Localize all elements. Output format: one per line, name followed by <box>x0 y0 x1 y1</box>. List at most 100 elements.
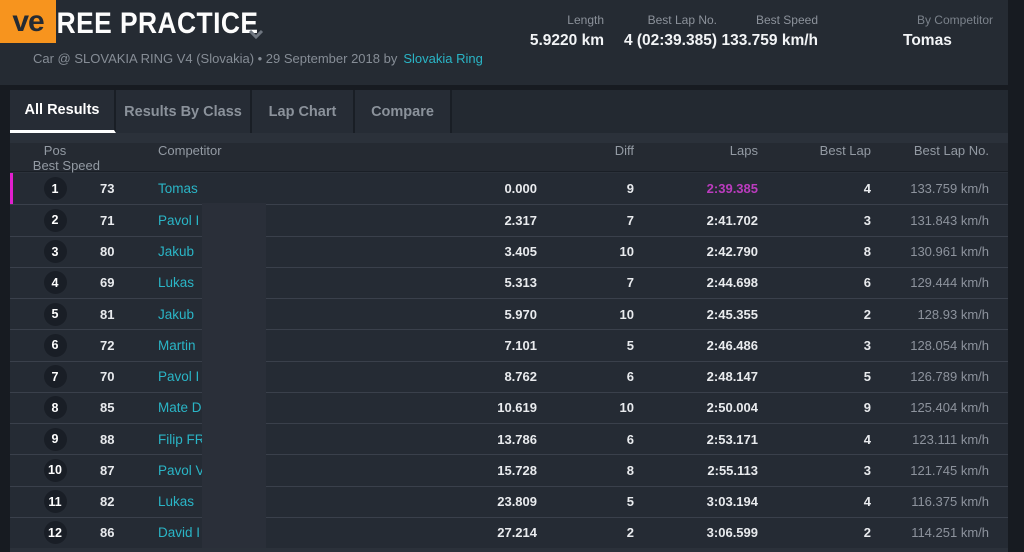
results-tab-bar: All Results Results By Class Lap Chart C… <box>10 90 1008 133</box>
stat-value: Tomas <box>903 32 952 49</box>
position-badge: 5 <box>43 302 67 326</box>
table-row[interactable]: 9 88 Filip FR 13.786 6 2:53.171 4 123.11… <box>10 423 1008 455</box>
event-header: ve FREE PRACTICE Car @ SLOVAKIA RING V4 … <box>0 0 1008 85</box>
car-number-cell: 73 <box>100 181 115 197</box>
best-lap-cell: 2:42.790 <box>706 244 758 260</box>
car-number-cell: 85 <box>100 400 115 416</box>
stat-best-speed: Best Speed 133.759 km/h <box>721 13 818 50</box>
position-badge: 7 <box>43 365 67 389</box>
competitor-link[interactable]: Pavol V <box>158 462 204 478</box>
table-row[interactable]: 12 86 David I 27.214 2 3:06.599 2 114.25… <box>10 516 1008 548</box>
table-row[interactable]: 8 85 Mate D 10.619 10 2:50.004 9 125.404… <box>10 391 1008 423</box>
laps-cell: 5 <box>626 337 634 353</box>
table-header-row: Pos Competitor Diff Laps Best Lap Best L… <box>10 143 1008 173</box>
tab-all-results[interactable]: All Results <box>10 90 116 133</box>
laps-cell: 2 <box>626 525 634 541</box>
competitor-link[interactable]: Jakub <box>158 306 195 322</box>
diff-cell: 2.317 <box>504 212 537 228</box>
stat-value: 133.759 km/h <box>721 32 818 49</box>
competitor-link[interactable]: Lukas <box>158 494 195 510</box>
table-row[interactable]: 11 82 Lukas 23.809 5 3:03.194 4 116.375 … <box>10 485 1008 517</box>
best-speed-cell: 123.111 km/h <box>912 431 989 447</box>
car-number-cell: 69 <box>100 275 115 291</box>
competitor-link[interactable]: Jakub <box>158 244 195 260</box>
best-lap-cell: 2:44.698 <box>706 275 758 291</box>
diff-cell: 10.619 <box>497 400 537 416</box>
car-number-cell: 82 <box>100 494 115 510</box>
table-row[interactable]: 3 80 Jakub 3.405 10 2:42.790 8 130.961 k… <box>10 235 1008 267</box>
competitor-link[interactable]: Tomas <box>158 181 198 197</box>
table-row[interactable]: 7 70 Pavol I 8.762 6 2:48.147 5 126.789 … <box>10 360 1008 392</box>
table-row[interactable]: 6 72 Martin 7.101 5 2:46.486 3 128.054 k… <box>10 329 1008 361</box>
stat-length: Length 5.9220 km <box>530 13 604 50</box>
position-badge: 10 <box>43 458 67 482</box>
column-header-best-lap-no: Best Lap No. <box>913 143 989 158</box>
competitor-link[interactable]: Pavol I <box>158 369 200 385</box>
laps-cell: 9 <box>626 181 634 197</box>
laps-cell: 6 <box>626 431 634 447</box>
position-badge: 8 <box>43 396 67 420</box>
position-badge: 3 <box>43 240 67 264</box>
best-lap-no-cell: 6 <box>863 275 871 291</box>
competitor-link[interactable]: Mate D <box>158 400 202 416</box>
best-lap-cell: 3:06.599 <box>706 525 758 541</box>
best-lap-no-cell: 4 <box>863 181 871 197</box>
laps-cell: 7 <box>626 212 634 228</box>
table-row[interactable]: 1 73 Tomas 0.000 9 2:39.385 4 133.759 km… <box>10 173 1008 205</box>
table-row[interactable]: 4 69 Lukas 5.313 7 2:44.698 6 129.444 km… <box>10 266 1008 298</box>
best-lap-cell: 2:53.171 <box>706 431 758 447</box>
car-number-cell: 81 <box>100 306 115 322</box>
best-lap-cell: 2:39.385 <box>706 181 758 197</box>
column-header-best-lap: Best Lap <box>819 143 871 158</box>
diff-cell: 8.762 <box>504 369 537 385</box>
stat-value: 5.9220 km <box>529 32 604 49</box>
stat-by-competitor: By Competitor Tomas <box>903 13 993 50</box>
competitor-link[interactable]: David I <box>158 525 201 541</box>
best-lap-no-cell: 3 <box>863 212 871 228</box>
best-speed-cell: 133.759 km/h <box>910 181 989 197</box>
tab-lap-chart[interactable]: Lap Chart <box>252 90 355 133</box>
position-badge: 6 <box>43 333 67 357</box>
stat-label: Best Speed <box>755 13 818 27</box>
competitor-link[interactable]: Filip FR <box>158 431 204 447</box>
competitor-link[interactable]: Lukas <box>158 275 195 291</box>
laps-cell: 10 <box>619 244 634 260</box>
stat-label: Best Lap No. <box>647 13 717 27</box>
car-number-cell: 87 <box>100 462 115 478</box>
table-row[interactable]: 10 87 Pavol V 15.728 8 2:55.113 3 121.74… <box>10 454 1008 486</box>
organizer-link[interactable]: Slovakia Ring <box>403 51 483 66</box>
laps-cell: 7 <box>626 275 634 291</box>
tab-results-by-class[interactable]: Results By Class <box>116 90 252 133</box>
diff-cell: 5.970 <box>504 306 537 322</box>
best-lap-no-cell: 8 <box>863 244 871 260</box>
competitor-link[interactable]: Pavol I <box>158 212 200 228</box>
best-lap-cell: 2:46.486 <box>706 337 758 353</box>
diff-cell: 0.000 <box>504 181 537 197</box>
best-lap-no-cell: 2 <box>863 525 871 541</box>
stat-best-lap-no: Best Lap No. 4 (02:39.385) <box>624 13 717 50</box>
car-number-cell: 80 <box>100 244 115 260</box>
column-header-competitor: Competitor <box>158 143 222 158</box>
laps-cell: 5 <box>626 494 634 510</box>
competitor-link[interactable]: Martin <box>158 337 196 353</box>
best-lap-cell: 2:50.004 <box>706 400 758 416</box>
diff-cell: 13.786 <box>497 431 537 447</box>
chevron-down-icon[interactable] <box>248 26 264 44</box>
table-row[interactable]: 5 81 Jakub 5.970 10 2:45.355 2 128.93 km… <box>10 298 1008 330</box>
table-row[interactable]: 2 71 Pavol I 2.317 7 2:41.702 3 131.843 … <box>10 204 1008 236</box>
diff-cell: 5.313 <box>504 275 537 291</box>
best-speed-cell: 129.444 km/h <box>910 275 989 291</box>
diff-cell: 27.214 <box>497 525 537 541</box>
best-lap-cell: 2:55.113 <box>707 462 758 478</box>
brand-logo-badge[interactable]: ve <box>0 0 56 43</box>
diff-cell: 3.405 <box>504 244 537 260</box>
laps-cell: 8 <box>626 462 634 478</box>
tab-compare[interactable]: Compare <box>355 90 452 133</box>
best-lap-no-cell: 4 <box>863 494 871 510</box>
stat-value: 4 (02:39.385) <box>623 32 717 49</box>
diff-cell: 7.101 <box>504 337 537 353</box>
fastest-row-indicator <box>10 173 13 205</box>
best-speed-cell: 128.93 km/h <box>917 306 989 322</box>
event-subtitle: Car @ SLOVAKIA RING V4 (Slovakia) • 29 S… <box>33 51 483 66</box>
best-lap-no-cell: 2 <box>863 306 871 322</box>
